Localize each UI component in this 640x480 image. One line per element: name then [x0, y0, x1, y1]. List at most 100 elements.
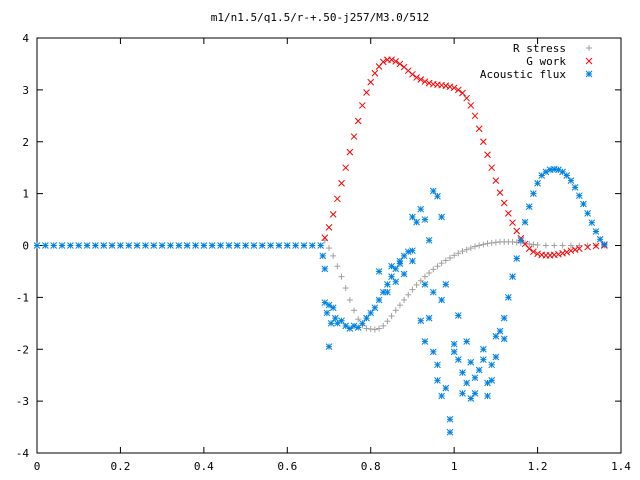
legend-label-r-stress: R stress	[513, 42, 566, 55]
point-r-stress	[459, 248, 466, 255]
point-g-work	[342, 164, 350, 172]
point-acoustic-flux	[425, 314, 433, 322]
x-tick-label: 1.2	[528, 460, 548, 473]
point-acoustic-flux	[92, 242, 99, 249]
point-acoustic-flux	[167, 242, 174, 249]
point-acoustic-flux	[438, 392, 445, 400]
point-g-work	[329, 211, 337, 218]
point-acoustic-flux	[158, 242, 166, 249]
point-acoustic-flux	[434, 377, 441, 384]
point-r-stress	[472, 243, 478, 250]
point-acoustic-flux	[75, 242, 83, 249]
point-acoustic-flux	[409, 257, 416, 265]
point-acoustic-flux	[100, 242, 108, 249]
point-g-work	[421, 78, 429, 85]
point-acoustic-flux	[438, 213, 445, 221]
point-r-stress	[434, 263, 441, 270]
plot-area: 0 0.2 0.4 0.6 0.8 1 1.2 1.4 4 3 2 1 0 -1 -2 -3 -4	[16, 32, 632, 473]
point-acoustic-flux	[329, 304, 337, 312]
point-g-work	[442, 82, 450, 90]
point-r-stress	[559, 242, 566, 249]
point-acoustic-flux	[388, 262, 395, 270]
point-acoustic-flux	[388, 273, 395, 280]
point-g-work	[509, 219, 516, 227]
point-acoustic-flux	[563, 172, 571, 179]
point-acoustic-flux	[384, 288, 391, 296]
point-acoustic-flux	[133, 242, 141, 249]
point-acoustic-flux	[488, 377, 496, 384]
series-r-stress	[321, 237, 608, 333]
point-r-stress	[530, 241, 537, 248]
point-acoustic-flux	[588, 219, 596, 227]
point-acoustic-flux	[83, 242, 91, 249]
point-acoustic-flux	[338, 317, 345, 325]
point-acoustic-flux	[521, 218, 529, 226]
point-g-work	[350, 133, 358, 140]
point-acoustic-flux	[417, 205, 425, 213]
point-acoustic-flux	[450, 348, 458, 356]
point-g-work	[417, 76, 425, 83]
x-tick-label: 0.8	[361, 460, 381, 473]
point-g-work	[425, 79, 433, 87]
point-acoustic-flux	[600, 241, 608, 248]
point-acoustic-flux	[475, 366, 483, 374]
point-r-stress	[396, 302, 403, 309]
point-acoustic-flux	[425, 236, 433, 244]
point-r-stress	[455, 250, 462, 257]
point-r-stress	[371, 326, 378, 333]
point-g-work	[505, 209, 512, 217]
point-r-stress	[376, 325, 383, 332]
point-acoustic-flux	[108, 242, 116, 249]
point-acoustic-flux	[321, 299, 329, 306]
point-g-work	[475, 125, 483, 133]
point-g-work	[479, 138, 487, 146]
point-acoustic-flux	[534, 179, 541, 187]
point-acoustic-flux	[125, 242, 133, 249]
point-acoustic-flux	[446, 415, 454, 423]
point-g-work	[459, 89, 466, 97]
point-acoustic-flux	[275, 242, 283, 249]
point-g-work	[396, 60, 404, 68]
x-tick-label: 0	[34, 460, 41, 473]
y-tick-label: 0	[22, 240, 29, 253]
point-acoustic-flux	[242, 242, 249, 249]
point-acoustic-flux	[492, 332, 500, 340]
point-r-stress	[330, 252, 337, 259]
point-acoustic-flux	[367, 309, 375, 317]
point-g-work	[592, 242, 600, 250]
point-acoustic-flux	[342, 322, 350, 330]
point-acoustic-flux	[258, 242, 266, 249]
point-g-work	[346, 148, 354, 156]
point-r-stress	[326, 245, 332, 252]
point-acoustic-flux	[283, 242, 291, 249]
point-acoustic-flux	[331, 314, 339, 322]
point-acoustic-flux	[308, 242, 316, 249]
point-r-stress	[567, 242, 574, 249]
point-g-work	[321, 234, 329, 242]
point-r-stress	[442, 257, 449, 264]
point-acoustic-flux	[575, 192, 583, 200]
point-r-stress	[430, 266, 437, 273]
point-acoustic-flux	[434, 192, 441, 200]
point-acoustic-flux	[454, 356, 462, 363]
point-acoustic-flux	[488, 361, 496, 369]
point-g-work	[354, 117, 362, 125]
point-g-work	[467, 102, 475, 109]
point-r-stress	[526, 240, 533, 247]
point-r-stress	[480, 241, 487, 248]
point-g-work	[446, 83, 454, 91]
point-r-stress	[405, 291, 412, 298]
point-r-stress	[367, 326, 374, 333]
point-r-stress	[467, 245, 474, 252]
point-acoustic-flux	[580, 200, 587, 208]
point-acoustic-flux	[323, 309, 331, 317]
point-acoustic-flux	[300, 242, 308, 249]
point-acoustic-flux	[58, 242, 66, 249]
point-acoustic-flux	[250, 242, 258, 249]
point-g-work	[571, 246, 579, 254]
point-r-stress	[384, 318, 391, 325]
point-r-stress	[388, 313, 395, 320]
legend-marker-g-work	[585, 57, 593, 65]
point-g-work	[496, 189, 504, 196]
point-acoustic-flux	[317, 242, 325, 249]
